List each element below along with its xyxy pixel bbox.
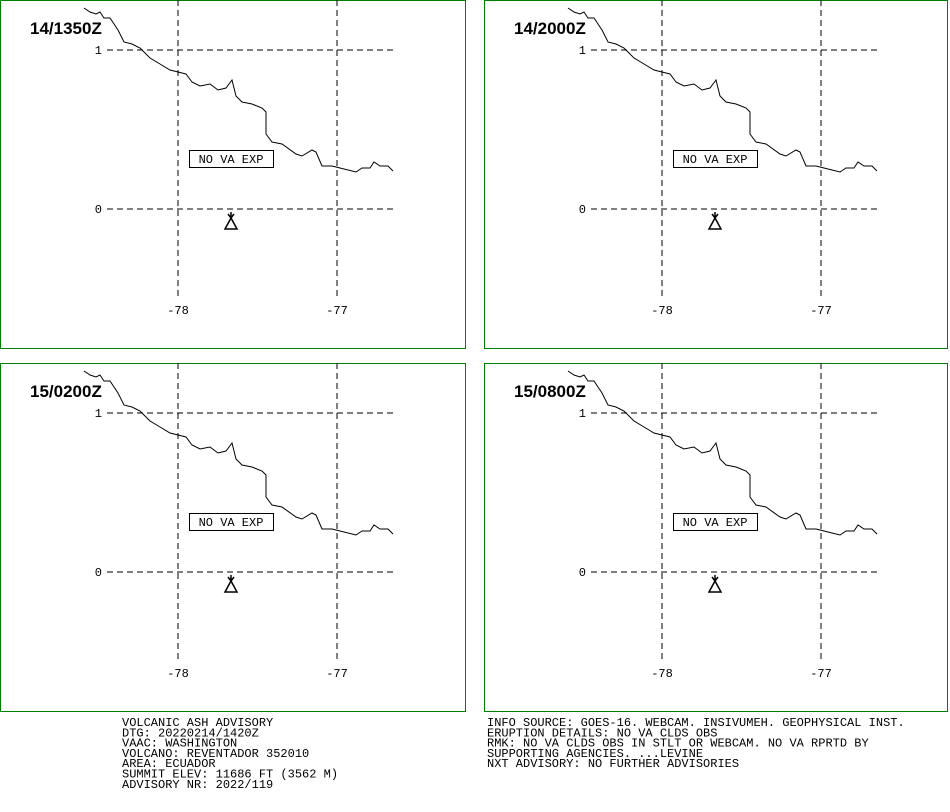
advisory-line: SUPPORTING AGENCIES. ...LEVINE: [487, 747, 703, 761]
border-line: [83, 7, 394, 173]
panel-border: [0, 0, 466, 349]
border-line: [567, 370, 878, 536]
map-panel: 1 0 -78 -77 NO VA EXP 14/1350Z: [0, 0, 466, 349]
volcano-symbol: [223, 575, 239, 593]
valid-time: 15/0800Z: [514, 382, 586, 401]
latitude-label: 0: [579, 203, 586, 217]
status-box: [673, 150, 758, 168]
advisory-line: VAAC: WASHINGTON: [122, 737, 237, 751]
latitude-label: 0: [95, 566, 102, 580]
advisory-line: RMK: NO VA CLDS OBS IN STLT OR WEBCAM. N…: [487, 737, 869, 751]
volcano-symbol: [707, 212, 723, 230]
status-box: [189, 513, 274, 531]
volcano-symbol: [223, 212, 239, 230]
panel-border: [0, 363, 466, 712]
longitude-label: -77: [810, 667, 832, 681]
longitude-label: -77: [326, 667, 348, 681]
longitude-label: -78: [167, 667, 189, 681]
panel-border: [484, 363, 948, 712]
map-panel: 1 0 -78 -77 NO VA EXP 14/2000Z: [484, 0, 948, 349]
advisory-line: ADVISORY NR: 2022/119: [122, 778, 273, 792]
longitude-label: -78: [167, 304, 189, 318]
valid-time: 14/1350Z: [30, 19, 102, 38]
status-box: [189, 150, 274, 168]
latitude-label: 1: [95, 407, 102, 421]
valid-time: 14/2000Z: [514, 19, 586, 38]
longitude-label: -77: [326, 304, 348, 318]
border-line: [83, 370, 394, 536]
border-line: [567, 7, 878, 173]
latitude-label: 0: [579, 566, 586, 580]
advisory-line: NXT ADVISORY: NO FURTHER ADVISORIES: [487, 757, 739, 771]
map-panel: 1 0 -78 -77 NO VA EXP 15/0200Z: [0, 363, 466, 712]
advisory-line: VOLCANO: REVENTADOR 352010: [122, 747, 309, 761]
status-text: NO VA EXP: [199, 516, 264, 530]
longitude-label: -77: [810, 304, 832, 318]
valid-time: 15/0200Z: [30, 382, 102, 401]
advisory-line: VOLCANIC ASH ADVISORY: [122, 716, 273, 730]
advisory-line: SUMMIT ELEV: 11686 FT (3562 M): [122, 768, 338, 782]
status-text: NO VA EXP: [199, 153, 264, 167]
advisory-line: ERUPTION DETAILS: NO VA CLDS OBS: [487, 726, 717, 740]
status-text: NO VA EXP: [683, 516, 748, 530]
longitude-label: -78: [651, 667, 673, 681]
status-box: [673, 513, 758, 531]
longitude-label: -78: [651, 304, 673, 318]
advisory-line: INFO SOURCE: GOES-16. WEBCAM. INSIVUMEH.…: [487, 716, 905, 730]
latitude-label: 1: [95, 44, 102, 58]
latitude-label: 1: [579, 44, 586, 58]
advisory-line: AREA: ECUADOR: [122, 757, 216, 771]
map-panel: 1 0 -78 -77 NO VA EXP 15/0800Z: [484, 363, 948, 712]
status-text: NO VA EXP: [683, 153, 748, 167]
latitude-label: 0: [95, 203, 102, 217]
advisory-line: DTG: 20220214/1420Z: [122, 726, 259, 740]
volcano-symbol: [707, 575, 723, 593]
panel-border: [484, 0, 948, 349]
latitude-label: 1: [579, 407, 586, 421]
